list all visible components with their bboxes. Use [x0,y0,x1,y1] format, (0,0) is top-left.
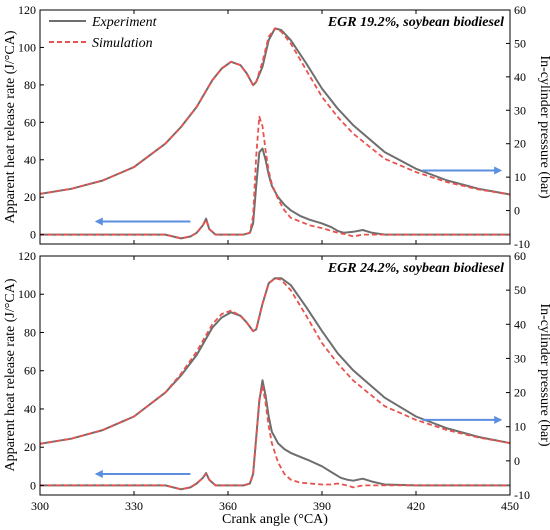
panel-bottom-series-group [40,277,510,491]
y-axis-right-label-bottom: In-cylinder pressure (bar) [537,303,550,446]
bottom-y-right-tick-label: 0 [514,454,520,468]
panel-bottom-title: EGR 24.2%, soybean biodiesel [327,261,504,276]
legend: Experiment Simulation [49,15,158,51]
bottom-y-left-tick-label: 40 [24,402,36,416]
top-series-simulation-pressure [40,27,510,196]
top-y-right-tick-label: 50 [514,36,526,50]
panel-bottom-frame [39,255,511,496]
top-y-right-tick-label: 60 [514,3,526,17]
y-axis-left-label-top: Apparent heat release rate (J/°CA) [3,30,18,223]
bottom-y-left-tick-label: 20 [24,440,36,454]
y-axis-right-label-top: In-cylinder pressure (bar) [537,55,550,198]
top-y-right-tick-label: 10 [514,170,526,184]
bottom-x-tick-label: 330 [125,499,143,513]
bottom-y-right-tick-label: 40 [514,317,526,331]
top-y-left-tick-label: 60 [24,115,36,129]
bottom-y-left-tick-label: 100 [18,287,36,301]
bottom-y-left-tick-label: 80 [24,325,36,339]
panel-top-arrows [94,166,503,226]
top-y-left-tick-label: 40 [24,153,36,167]
legend-simulation-label: Simulation [92,36,153,51]
legend-experiment-label: Experiment [91,15,158,30]
top-y-right-tick-label: 20 [514,137,526,151]
top-y-left-tick-label: 0 [30,228,36,242]
bottom-x-tick-label: 360 [219,499,237,513]
top-series-simulation-heat_release [40,115,510,240]
top-y-right-tick-label: 0 [514,204,520,218]
panel-top-series-group [40,27,510,240]
panel-top-title: EGR 19.2%, soybean biodiesel [327,15,504,30]
top-y-left-tick-label: 120 [18,3,36,17]
bottom-y-right-tick-label: 20 [514,386,526,400]
bottom-y-left-tick-label: 0 [30,478,36,492]
top-series-experiment-heat_release [40,147,510,240]
top-y-right-tick-label: -10 [514,237,530,251]
bottom-x-tick-label: 450 [501,499,519,513]
panel-bottom-ticks: 300 330 360 390 420 450 0 20 40 60 80 100 120 -10 0 10 2… [18,249,530,513]
panel-top-frame [39,9,511,245]
panel-top: 0 20 40 60 80 100 120 -10 0 10 20 30 40 50 60 EGR 19.2… [18,3,530,251]
top-y-left-tick-label: 20 [24,190,36,204]
bottom-y-left-tick-label: 120 [18,249,36,263]
bottom-y-right-tick-label: 60 [514,249,526,263]
top-y-left-tick-label: 100 [18,40,36,54]
y-axis-left-label-bottom: Apparent heat release rate (J/°CA) [3,278,18,471]
bottom-y-right-tick-label: 30 [514,351,526,365]
top-y-left-tick-label: 80 [24,78,36,92]
top-y-right-tick-label: 40 [514,70,526,84]
bottom-x-tick-label: 420 [407,499,425,513]
bottom-series-experiment-heat_release [40,379,510,491]
bottom-series-simulation-pressure [40,277,510,445]
bottom-y-right-tick-label: 50 [514,283,526,297]
top-y-right-tick-label: 30 [514,103,526,117]
panel-top-ticks: 0 20 40 60 80 100 120 -10 0 10 20 30 40 50 60 [18,3,530,251]
bottom-x-tick-label: 390 [313,499,331,513]
bottom-y-left-tick-label: 60 [24,364,36,378]
bottom-y-right-tick-label: -10 [514,488,530,502]
panel-bottom-arrows [94,415,503,478]
bottom-y-right-tick-label: 10 [514,420,526,434]
bottom-x-tick-label: 300 [31,499,49,513]
panel-bottom: 300 330 360 390 420 450 0 20 40 60 80 100 120 -10 0 10 2… [18,249,530,513]
x-axis-label: Crank angle (°CA) [222,512,328,527]
